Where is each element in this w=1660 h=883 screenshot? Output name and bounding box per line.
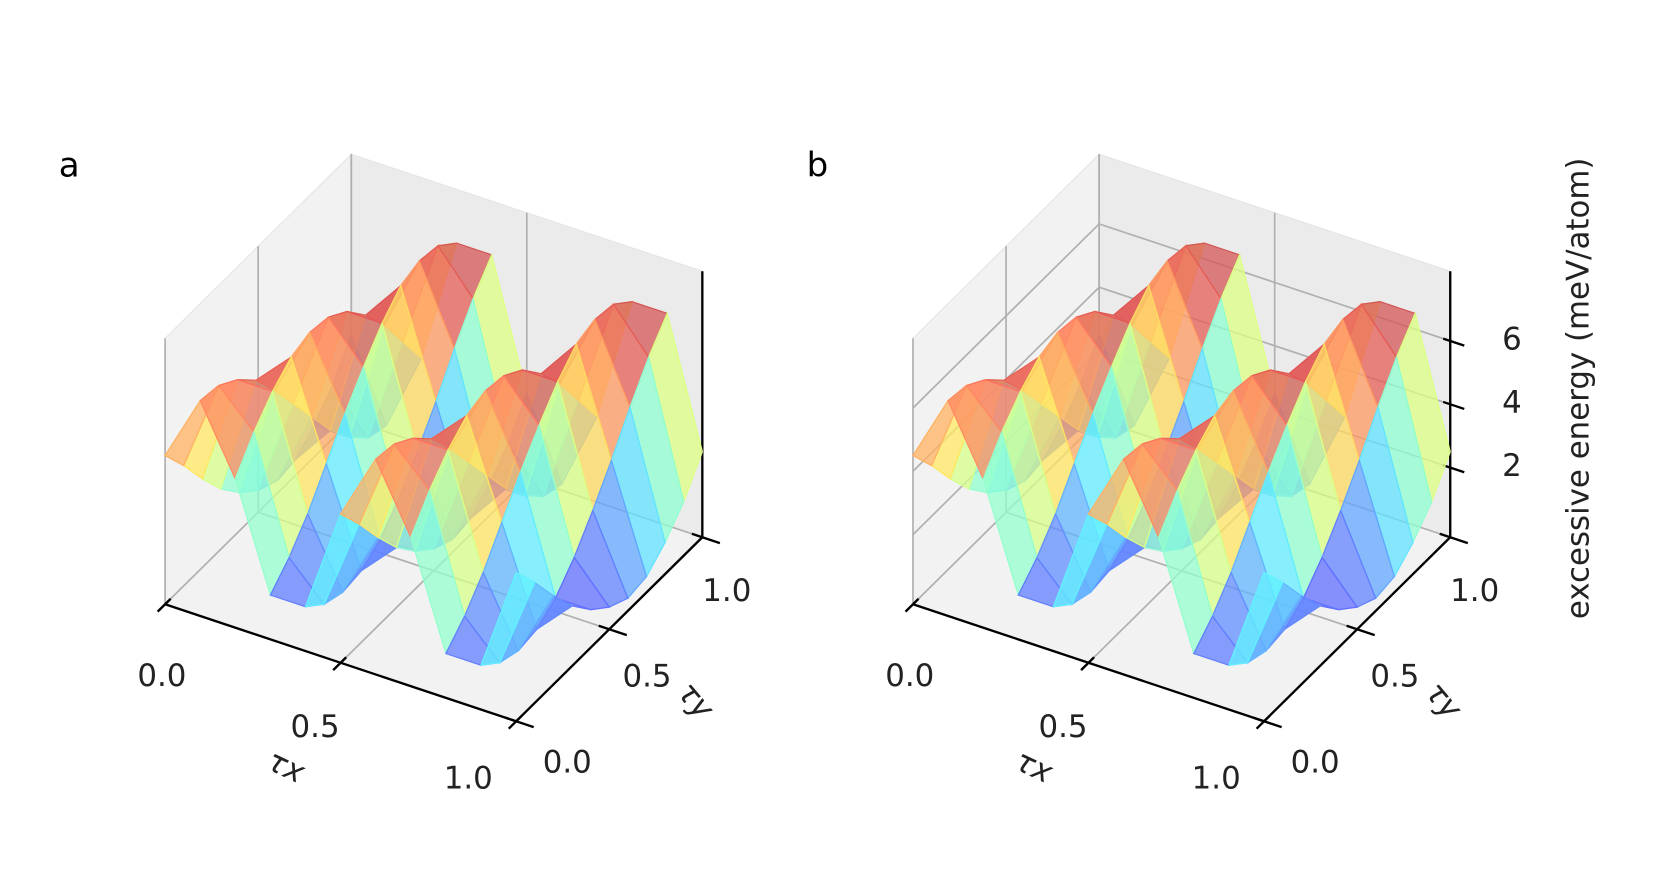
panel-label: a <box>59 146 80 186</box>
x-tick <box>1080 656 1095 671</box>
x-tick-label: 0.0 <box>137 658 186 694</box>
y-tick <box>691 532 721 545</box>
panel: 0.0 0.5 1.0 0.0 0.5 1.0 τx τy a <box>59 146 752 797</box>
y-tick <box>505 716 535 729</box>
x-tick-label: 1.0 <box>444 760 493 796</box>
surface-cell <box>1227 571 1284 667</box>
panel-label: b <box>807 146 829 186</box>
panel: 0.0 0.5 1.0 0.0 0.5 1.0 2 4 6 τx τy excessive energ… <box>807 146 1597 797</box>
y-tick-label: 0.0 <box>543 744 592 780</box>
z-tick <box>1442 400 1465 411</box>
y-axis-label: τy <box>670 675 722 727</box>
y-tick <box>1253 716 1282 729</box>
z-tick-label: 2 <box>1502 448 1522 484</box>
x-tick-label: 0.5 <box>1038 709 1087 745</box>
y-tick-label: 0.5 <box>622 659 671 695</box>
y-tick <box>598 624 628 637</box>
z-tick-label: 6 <box>1502 321 1522 357</box>
y-tick <box>1439 532 1469 545</box>
y-tick-label: 0.0 <box>1291 744 1340 780</box>
y-tick-label: 0.5 <box>1370 659 1419 695</box>
y-tick-label: 1.0 <box>1450 573 1499 609</box>
x-tick-label: 1.0 <box>1192 760 1241 796</box>
x-axis-label: τx <box>262 743 311 792</box>
z-tick <box>1442 464 1465 474</box>
x-tick <box>156 597 172 613</box>
y-tick-label: 1.0 <box>702 573 751 609</box>
z-tick-label: 4 <box>1502 385 1522 421</box>
x-tick-label: 0.5 <box>291 709 340 745</box>
y-tick <box>1346 624 1376 637</box>
x-tick <box>904 597 920 613</box>
z-tick <box>1442 337 1465 347</box>
y-axis-label: τy <box>1418 675 1470 727</box>
grid-line <box>912 222 1451 409</box>
x-tick <box>332 656 348 671</box>
x-tick-label: 0.0 <box>885 658 934 694</box>
surface-cell <box>480 571 536 667</box>
z-axis-label: excessive energy (meV/atom) <box>1561 158 1597 620</box>
x-axis-label: τx <box>1010 743 1059 792</box>
